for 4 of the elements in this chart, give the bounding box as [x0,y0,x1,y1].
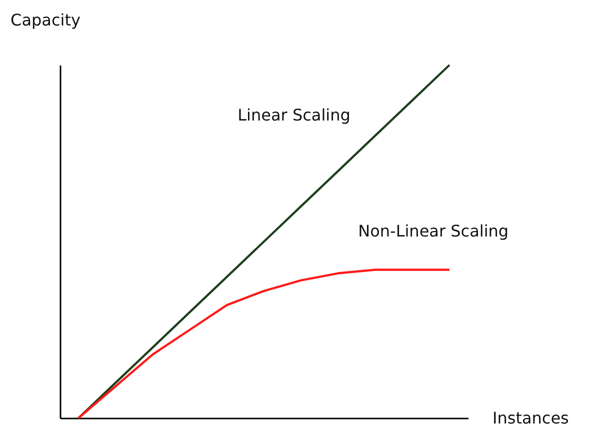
y-axis-title: Capacity [10,10,80,30]
series-label: Linear Scaling [238,106,350,124]
series-label: Non-Linear Scaling [358,222,509,241]
x-axis-title: Instances [492,408,569,425]
